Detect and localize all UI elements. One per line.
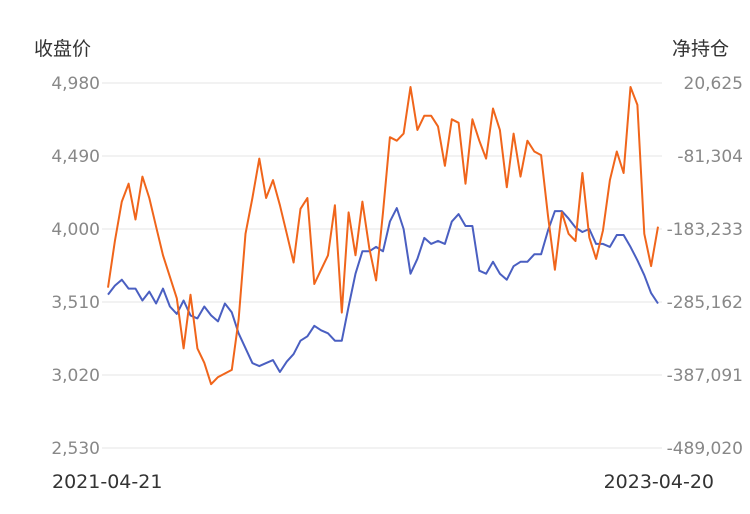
x-end-date: 2023-04-20 [604, 471, 714, 493]
net-position-line [107, 86, 659, 386]
right-tick-label: -285,162 [667, 293, 743, 313]
right-tick-label: -387,091 [667, 366, 743, 386]
gridlines [102, 82, 662, 449]
x-start-date: 2021-04-21 [52, 471, 162, 493]
right-tick-label: 20,625 [684, 74, 743, 94]
right-tick-label: -489,020 [667, 439, 743, 459]
left-tick-label: 3,510 [51, 293, 100, 313]
right-tick-label: -81,304 [677, 147, 743, 167]
left-tick-label: 3,020 [51, 366, 100, 386]
left-tick-label: 4,000 [51, 220, 100, 240]
left-tick-label: 2,530 [51, 439, 100, 459]
left-tick-label: 4,490 [51, 147, 100, 167]
series-lines [107, 86, 659, 386]
right-axis-label: 净持仓 [672, 38, 729, 60]
close-price-line [107, 207, 659, 373]
left-tick-label: 4,980 [51, 74, 100, 94]
axis-ticks: 4,980 20,625 4,490 -81,304 4,000 -183,233 3,51… [51, 74, 743, 459]
left-axis-label: 收盘价 [34, 38, 91, 60]
right-tick-label: -183,233 [667, 220, 743, 240]
